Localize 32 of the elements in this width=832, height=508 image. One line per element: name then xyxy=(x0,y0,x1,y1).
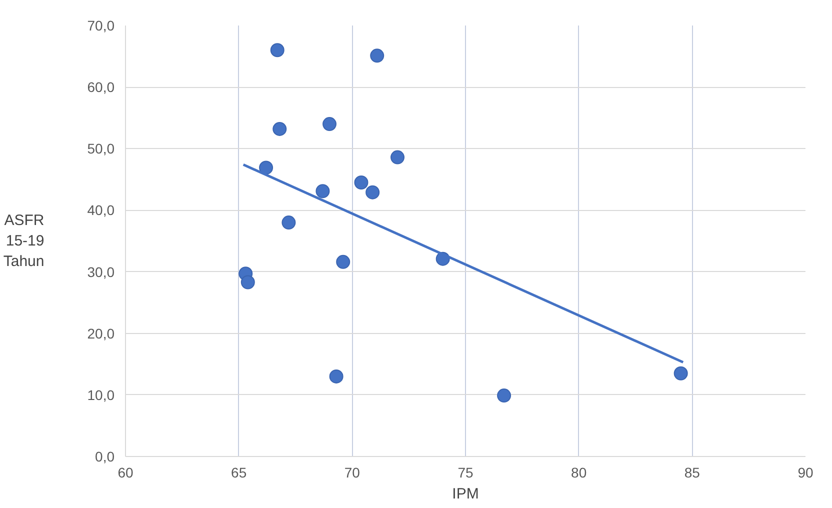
point xyxy=(674,366,688,380)
y-tick-label: 70,0 xyxy=(87,18,115,34)
y-tick-label: 10,0 xyxy=(87,386,115,403)
x-axis-title: IPM xyxy=(452,486,479,502)
x-tick-label: 65 xyxy=(231,464,247,480)
y-tick-label: 20,0 xyxy=(87,325,115,342)
point xyxy=(259,160,274,175)
point xyxy=(354,176,368,190)
y-tick-label: 40,0 xyxy=(87,202,115,218)
y-tick-label: 0,0 xyxy=(95,448,115,464)
x-tick-label: 75 xyxy=(458,464,474,480)
x-tick-label: 80 xyxy=(571,464,587,480)
point xyxy=(316,184,330,198)
point xyxy=(366,185,380,200)
y-tick-label: 60,0 xyxy=(87,79,115,96)
point xyxy=(282,216,296,230)
point xyxy=(329,369,344,384)
point xyxy=(322,117,336,131)
y-tick-label: 50,0 xyxy=(87,140,115,157)
point xyxy=(390,150,404,164)
x-tick-label: 90 xyxy=(798,464,814,480)
point xyxy=(497,388,512,403)
y-axis-title: ASFR 15-19 Tahun xyxy=(3,212,44,270)
x-tick-label: 60 xyxy=(118,464,134,480)
point xyxy=(272,122,287,136)
point xyxy=(370,48,384,63)
point xyxy=(240,275,255,290)
point xyxy=(336,254,350,269)
y-tick-label: 30,0 xyxy=(87,264,115,280)
point xyxy=(270,43,284,58)
x-tick-label: 70 xyxy=(344,464,360,480)
x-tick-label: 85 xyxy=(684,464,700,480)
